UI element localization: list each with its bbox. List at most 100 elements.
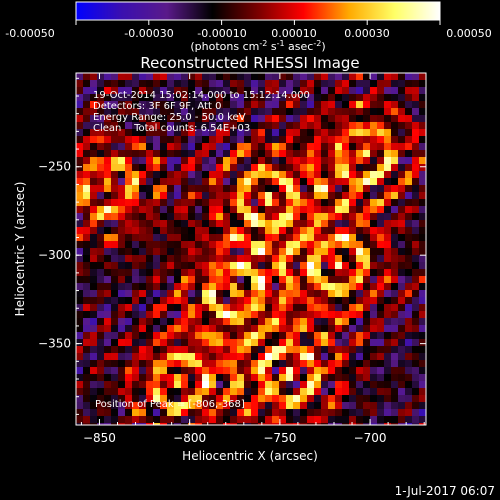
heatmap-cell (293, 248, 301, 256)
heatmap-cell (167, 304, 175, 312)
colorbar-tick-label: -0.00010 (197, 27, 246, 40)
heatmap-cell (384, 388, 392, 396)
y-tick-label: −350 (38, 337, 71, 351)
heatmap-cell (76, 136, 84, 144)
heatmap-cell (244, 416, 252, 424)
heatmap-cell (153, 136, 161, 144)
heatmap-cell (160, 227, 168, 235)
heatmap-cell (104, 367, 112, 375)
heatmap-cell (237, 122, 245, 130)
heatmap-cell (258, 388, 266, 396)
heatmap-cell (237, 276, 245, 284)
heatmap-cell (209, 416, 217, 424)
heatmap-cell (349, 101, 357, 109)
heatmap-cell (118, 360, 126, 368)
heatmap-cell (202, 290, 210, 298)
heatmap-cell (419, 220, 426, 228)
heatmap-cell (90, 220, 98, 228)
heatmap-cell (132, 192, 140, 200)
heatmap-cell (83, 185, 91, 193)
heatmap-cell (363, 122, 371, 130)
heatmap-cell (370, 248, 378, 256)
heatmap-cell (125, 115, 133, 123)
heatmap-cell (398, 129, 406, 137)
heatmap-cell (195, 269, 203, 277)
heatmap-cell (314, 115, 322, 123)
heatmap-cell (328, 304, 336, 312)
heatmap-cell (244, 136, 252, 144)
heatmap-cell (139, 122, 147, 130)
heatmap-cell (237, 388, 245, 396)
heatmap-cell (139, 73, 147, 81)
heatmap-cell (335, 416, 343, 424)
heatmap-cell (104, 262, 112, 270)
heatmap-cell (265, 136, 273, 144)
heatmap-cell (146, 178, 154, 186)
heatmap-cell (363, 339, 371, 347)
heatmap-cell (146, 101, 154, 109)
heatmap-cell (279, 171, 287, 179)
heatmap-cell (279, 325, 287, 333)
heatmap-cell (321, 395, 329, 403)
heatmap-cell (118, 73, 126, 81)
x-tick-label: −800 (173, 431, 206, 445)
heatmap-cell (118, 241, 126, 249)
heatmap-cell (286, 353, 294, 361)
heatmap-cell (153, 199, 161, 207)
heatmap-cell (300, 339, 308, 347)
heatmap-cell (76, 241, 84, 249)
heatmap-cell (265, 220, 273, 228)
heatmap-cell (356, 332, 364, 340)
heatmap-cell (363, 199, 371, 207)
heatmap-cell (132, 255, 140, 263)
heatmap-cell (398, 353, 406, 361)
heatmap-cell (76, 143, 84, 151)
heatmap-cell (202, 416, 210, 424)
heatmap-cell (258, 122, 266, 130)
heatmap-cell (104, 192, 112, 200)
heatmap-cell (405, 332, 413, 340)
heatmap-cell (139, 283, 147, 291)
heatmap-cell (258, 171, 266, 179)
heatmap-cell (230, 164, 238, 172)
heatmap-cell (405, 234, 413, 242)
heatmap-cell (139, 262, 147, 270)
heatmap-cell (307, 73, 315, 81)
heatmap-cell (251, 297, 259, 305)
heatmap-cell (335, 73, 343, 81)
heatmap-cell (97, 402, 105, 410)
heatmap-cell (125, 423, 133, 425)
heatmap-cell (153, 94, 161, 102)
heatmap-cell (363, 416, 371, 424)
heatmap-cell (335, 325, 343, 333)
heatmap-cell (139, 332, 147, 340)
heatmap-cell (188, 402, 196, 410)
heatmap-cell (370, 122, 378, 130)
heatmap-cell (118, 353, 126, 361)
heatmap-cell (349, 80, 357, 88)
heatmap-cell (97, 129, 105, 137)
heatmap-cell (335, 206, 343, 214)
heatmap-cell (132, 164, 140, 172)
heatmap-cell (237, 80, 245, 88)
heatmap-cell (230, 87, 238, 95)
heatmap-cell (216, 360, 224, 368)
heatmap-cell (223, 157, 231, 165)
heatmap-cell (293, 255, 301, 263)
heatmap-cell (104, 395, 112, 403)
heatmap-cell (265, 402, 273, 410)
heatmap-cell (174, 318, 182, 326)
heatmap-cell (125, 262, 133, 270)
heatmap-cell (300, 353, 308, 361)
heatmap-cell (132, 402, 140, 410)
heatmap-cell (216, 220, 224, 228)
heatmap-cell (272, 178, 280, 186)
heatmap-cell (132, 332, 140, 340)
heatmap-cell (370, 227, 378, 235)
heatmap-cell (335, 381, 343, 389)
heatmap-cell (132, 122, 140, 130)
heatmap-cell (223, 199, 231, 207)
heatmap-cell (167, 381, 175, 389)
heatmap-cell (160, 115, 168, 123)
heatmap-cell (293, 150, 301, 158)
